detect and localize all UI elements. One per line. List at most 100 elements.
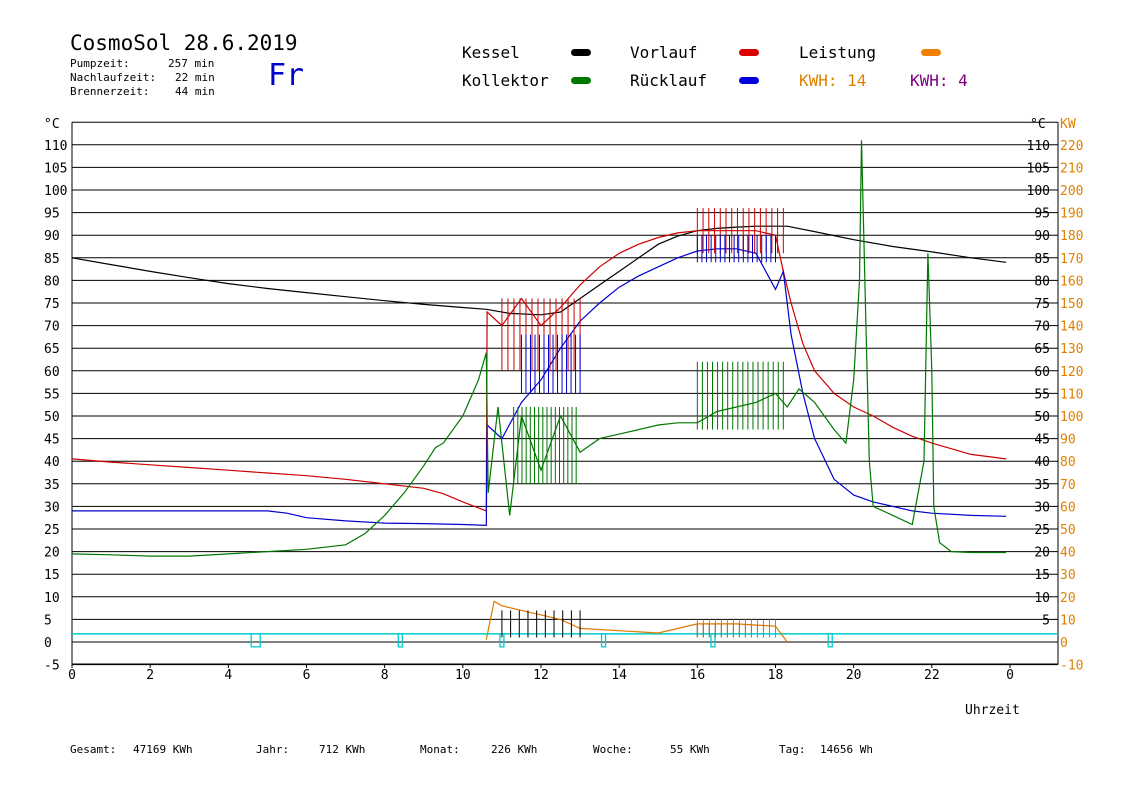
y-tick-right-kw: 90 (1060, 433, 1076, 448)
y-tick-right-kw: 210 (1060, 161, 1083, 176)
y-tick-right-c: 45 (1034, 433, 1050, 448)
y-tick-right-kw: 180 (1060, 229, 1083, 244)
y-tick-right-c: 100 (1027, 184, 1050, 199)
x-tick-label: 8 (381, 668, 389, 683)
legend-ruecklauf-label: Rücklauf (630, 71, 708, 90)
y-tick-left: 10 (44, 591, 60, 606)
x-axis-label: Uhrzeit (965, 703, 1020, 718)
x-tick-label: 10 (455, 668, 471, 683)
y-tick-right-c: 90 (1034, 229, 1050, 244)
overrun-time-value: 22 min (175, 71, 215, 84)
series-line-kollektor (71, 140, 1007, 557)
series-line-rücklauf (72, 248, 1007, 527)
x-tick-label: 2 (146, 668, 154, 683)
y-tick-left: 40 (44, 455, 60, 470)
y-tick-left: 0 (44, 636, 52, 651)
footer-tag-value: 14656 Wh (820, 743, 873, 756)
y-tick-right-c: 30 (1034, 500, 1050, 515)
legend-vorlauf-label: Vorlauf (630, 43, 698, 62)
y-tick-right-kw: 40 (1060, 546, 1076, 561)
y-tick-right-kw: -10 (1060, 659, 1083, 674)
y-tick-right-kw: 0 (1060, 636, 1068, 651)
y-tick-right-c: 25 (1034, 523, 1050, 538)
footer-woche-label: Woche: (593, 743, 633, 756)
pump-time-label: Pumpzeit: (70, 57, 130, 70)
y-tick-left: 55 (44, 387, 60, 402)
pump-signal (72, 633, 1058, 648)
series-line-kessel (71, 225, 1007, 316)
legend-vorlauf-swatch (739, 49, 759, 56)
tick-labels: -505101520253035404550556065707580859095… (44, 117, 1083, 683)
y-tick-left: 30 (44, 500, 60, 515)
y-tick-left: 70 (44, 320, 60, 335)
legend-kessel-swatch (571, 49, 591, 56)
y-tick-right-c: 20 (1034, 546, 1050, 561)
footer-gesamt-label: Gesamt: (70, 743, 117, 756)
y-tick-right-c: 80 (1034, 274, 1050, 289)
y-tick-right-c: 70 (1034, 320, 1050, 335)
footer-gesamt-value: 47169 KWh (133, 743, 193, 756)
y-tick-right-c: 50 (1034, 410, 1050, 425)
y-tick-right-kw: 70 (1060, 478, 1076, 493)
y-tick-left: 85 (44, 252, 60, 267)
y-tick-right-kw: 140 (1060, 320, 1083, 335)
footer-monat-label: Monat: (420, 743, 460, 756)
y-tick-right-c: 105 (1027, 161, 1050, 176)
legend-kollektor-swatch (571, 77, 591, 84)
footer-tag-label: Tag: (779, 743, 806, 756)
footer-woche-value: 55 KWh (670, 743, 710, 756)
series-line-vorlauf (71, 230, 1007, 512)
x-tick-label: 0 (68, 668, 76, 683)
x-tick-label: 16 (690, 668, 706, 683)
y-tick-right-kw: 80 (1060, 455, 1076, 470)
x-tick-label: 18 (768, 668, 784, 683)
y-unit-left: °C (44, 117, 60, 132)
legend-leistung-label: Leistung (799, 43, 877, 62)
pump-time-value: 257 min (168, 57, 215, 70)
weekday-label: Fr (268, 58, 305, 93)
series-line-leistung (485, 600, 788, 643)
pump-pulse (397, 633, 403, 648)
y-tick-left: 80 (44, 274, 60, 289)
footer-jahr-label: Jahr: (256, 743, 290, 756)
y-unit-kw: KW (1060, 117, 1076, 132)
x-tick-label: 12 (533, 668, 549, 683)
y-tick-left: 65 (44, 342, 60, 357)
y-tick-right-kw: 50 (1060, 523, 1076, 538)
y-tick-right-kw: 60 (1060, 500, 1076, 515)
y-tick-left: 100 (44, 184, 67, 199)
overrun-time-label: Nachlaufzeit: (70, 71, 157, 84)
y-tick-left: 75 (44, 297, 60, 312)
y-tick-right-kw: 170 (1060, 252, 1083, 267)
y-tick-right-c: 10 (1034, 591, 1050, 606)
grid-lines (72, 121, 1058, 666)
y-tick-right-kw: 30 (1060, 568, 1076, 583)
y-tick-left: 45 (44, 433, 60, 448)
y-tick-right-kw: 110 (1060, 387, 1083, 402)
y-tick-left: 50 (44, 410, 60, 425)
pump-pulse (600, 633, 607, 648)
y-tick-right-kw: 200 (1060, 184, 1083, 199)
y-tick-right-c: 15 (1034, 568, 1050, 583)
x-tick-label: 22 (924, 668, 940, 683)
y-tick-right-c: 60 (1034, 365, 1050, 380)
x-tick-label: 20 (846, 668, 862, 683)
legend-kessel-label: Kessel (462, 43, 520, 62)
pump-pulse (710, 633, 716, 648)
x-tick-label: 6 (303, 668, 311, 683)
y-tick-right-kw: 120 (1060, 365, 1083, 380)
legend-ruecklauf-swatch (739, 77, 759, 84)
oscillation-bursts (501, 208, 784, 638)
x-tick-label: 14 (611, 668, 627, 683)
y-tick-left: 35 (44, 478, 60, 493)
y-tick-left: 95 (44, 207, 60, 222)
y-unit-right: °C (1030, 117, 1046, 132)
y-tick-left: 15 (44, 568, 60, 583)
y-tick-right-c: 65 (1034, 342, 1050, 357)
y-tick-left: 25 (44, 523, 60, 538)
x-tick-label: 0 (1006, 668, 1014, 683)
y-tick-right-kw: 190 (1060, 207, 1083, 222)
legend-kollektor-label: Kollektor (462, 71, 549, 90)
y-tick-right-c: 5 (1042, 613, 1050, 628)
